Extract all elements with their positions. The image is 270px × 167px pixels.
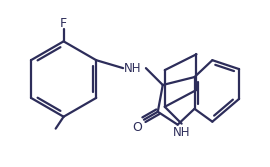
Text: F: F <box>60 17 67 30</box>
Text: O: O <box>132 121 142 134</box>
Text: NH: NH <box>124 62 142 75</box>
Text: NH: NH <box>173 126 190 139</box>
